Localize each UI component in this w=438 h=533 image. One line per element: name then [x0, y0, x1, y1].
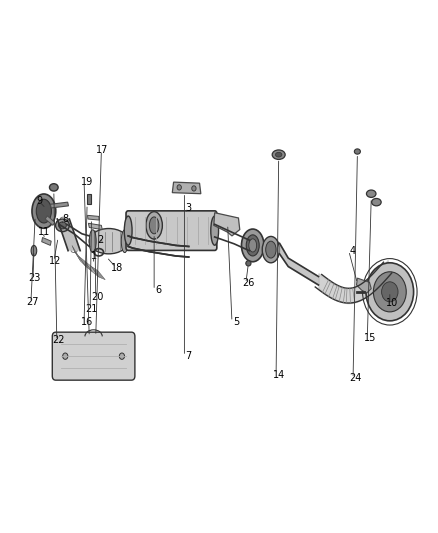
Text: 16: 16	[81, 317, 93, 327]
Ellipse shape	[367, 190, 376, 197]
Ellipse shape	[146, 212, 162, 239]
Polygon shape	[72, 245, 81, 261]
Polygon shape	[92, 266, 105, 280]
Polygon shape	[88, 215, 99, 220]
Ellipse shape	[246, 235, 259, 256]
Text: 3: 3	[186, 204, 192, 214]
Text: 1: 1	[91, 251, 97, 261]
FancyBboxPatch shape	[126, 211, 217, 251]
Ellipse shape	[246, 261, 251, 266]
Ellipse shape	[381, 282, 398, 302]
Polygon shape	[42, 238, 51, 245]
Ellipse shape	[266, 241, 276, 258]
Ellipse shape	[89, 230, 96, 253]
Ellipse shape	[372, 198, 381, 206]
Text: 7: 7	[186, 351, 192, 361]
Polygon shape	[214, 213, 240, 236]
Text: 26: 26	[242, 278, 254, 288]
Polygon shape	[50, 202, 68, 208]
Text: 22: 22	[52, 335, 64, 345]
Ellipse shape	[36, 199, 51, 223]
Text: 17: 17	[96, 146, 109, 156]
Text: 8: 8	[63, 214, 68, 224]
Text: 20: 20	[92, 292, 104, 302]
Ellipse shape	[149, 217, 159, 234]
Ellipse shape	[119, 353, 124, 359]
Polygon shape	[85, 261, 99, 277]
Bar	[87, 193, 91, 204]
Ellipse shape	[177, 185, 181, 190]
Text: 18: 18	[111, 263, 124, 272]
Text: 14: 14	[273, 369, 286, 379]
Text: 4: 4	[350, 246, 356, 256]
Text: 5: 5	[233, 317, 240, 327]
Ellipse shape	[192, 186, 196, 191]
Polygon shape	[357, 278, 371, 293]
Text: 24: 24	[349, 373, 361, 383]
Text: 6: 6	[155, 285, 162, 295]
Ellipse shape	[354, 149, 360, 154]
Text: 27: 27	[26, 297, 39, 308]
Ellipse shape	[241, 229, 264, 262]
Polygon shape	[45, 216, 55, 225]
Ellipse shape	[262, 237, 279, 263]
Ellipse shape	[63, 353, 68, 359]
Text: 11: 11	[38, 227, 50, 237]
Polygon shape	[74, 251, 86, 266]
Text: 2: 2	[97, 235, 103, 245]
Polygon shape	[78, 256, 92, 272]
Text: 12: 12	[49, 256, 61, 266]
Polygon shape	[172, 182, 201, 193]
Ellipse shape	[373, 272, 406, 312]
Polygon shape	[88, 223, 102, 230]
Ellipse shape	[249, 239, 257, 252]
Text: 19: 19	[81, 177, 93, 187]
Ellipse shape	[49, 184, 58, 191]
Ellipse shape	[89, 229, 128, 254]
Text: 21: 21	[85, 304, 98, 314]
Ellipse shape	[31, 245, 37, 256]
Ellipse shape	[276, 152, 282, 157]
Ellipse shape	[366, 263, 413, 321]
Ellipse shape	[59, 222, 66, 229]
Text: 15: 15	[364, 333, 377, 343]
Ellipse shape	[211, 216, 219, 245]
Ellipse shape	[56, 219, 69, 232]
Text: 9: 9	[36, 196, 42, 206]
Ellipse shape	[124, 216, 132, 245]
Ellipse shape	[272, 150, 285, 159]
Text: 10: 10	[386, 298, 398, 309]
Polygon shape	[57, 219, 80, 251]
Text: 23: 23	[28, 273, 41, 283]
Ellipse shape	[121, 230, 128, 253]
Ellipse shape	[32, 194, 56, 228]
FancyBboxPatch shape	[52, 332, 135, 380]
